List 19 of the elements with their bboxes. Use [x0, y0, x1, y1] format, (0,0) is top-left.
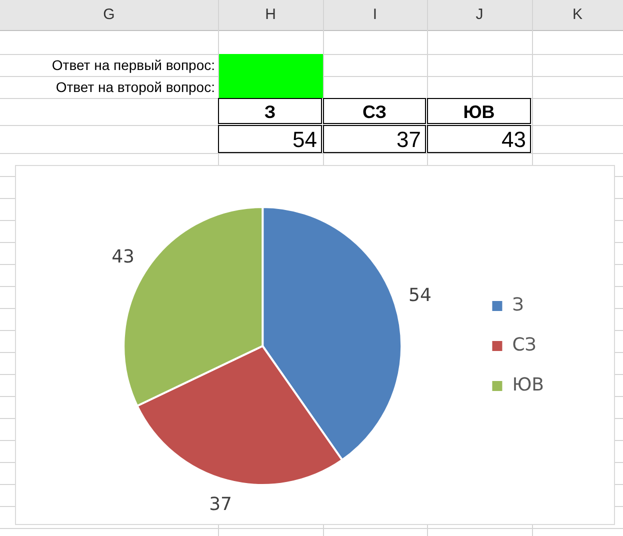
text: K — [571, 5, 584, 25]
legend-label: ЮВ — [512, 374, 544, 396]
text: H — [264, 5, 277, 25]
text: 43 — [427, 125, 531, 153]
text: СЗ — [323, 98, 426, 124]
data-label: 37 — [209, 494, 232, 516]
text: 54 — [408, 285, 432, 306]
legend-label: З — [512, 294, 524, 316]
data-label: 43 — [112, 246, 134, 268]
text: ЮВ — [427, 98, 531, 124]
text: З — [218, 98, 322, 124]
text: Ответ на первый вопрос: — [50, 56, 215, 75]
text: G — [102, 5, 116, 25]
text: 37 — [323, 125, 426, 153]
legend-label: СЗ — [512, 334, 536, 356]
data-label: 54 — [218, 125, 322, 153]
text: J — [474, 5, 484, 25]
text: Ответ на второй вопрос: — [54, 78, 215, 97]
text: I — [372, 5, 378, 25]
